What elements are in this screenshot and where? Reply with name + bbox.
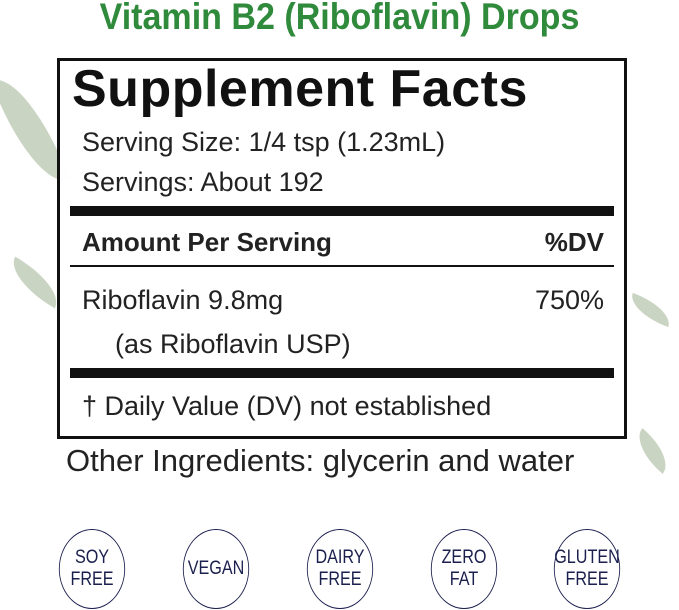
page-title: Vitamin B2 (Riboflavin) Drops [99, 0, 580, 37]
dv-header: %DV [544, 227, 604, 257]
leaf-decoration [628, 428, 677, 474]
ingredient-dv: 750% [534, 285, 604, 315]
servings-per-container: Servings: About 192 [82, 167, 324, 197]
badge-line: SOY [74, 547, 110, 568]
footnote: † Daily Value (DV) not established [82, 391, 492, 421]
badge-line: FAT [449, 569, 479, 590]
badge-soy-free: SOY FREE [58, 529, 126, 609]
badge-line: VEGAN [187, 558, 245, 579]
ingredient-source: (as Riboflavin USP) [115, 329, 351, 359]
badge-dairy-free: DAIRY FREE [306, 529, 374, 609]
amount-per-serving-header: Amount Per Serving [82, 227, 332, 257]
serving-size: Serving Size: 1/4 tsp (1.23mL) [82, 127, 446, 157]
leaf-decoration [625, 292, 676, 328]
supplement-facts-panel: Supplement Facts Serving Size: 1/4 tsp (… [57, 58, 627, 439]
thick-divider [70, 368, 614, 378]
badge-line: FREE [318, 569, 362, 590]
other-ingredients: Other Ingredients: glycerin and water [66, 443, 575, 478]
ingredient-name: Riboflavin 9.8mg [82, 285, 284, 315]
badge-line: DAIRY [315, 547, 365, 568]
badge-vegan: VEGAN [182, 529, 250, 609]
thick-divider [70, 206, 614, 216]
badge-line: ZERO [441, 547, 487, 568]
facts-heading: Supplement Facts [72, 60, 528, 118]
badge-line: FREE [70, 569, 114, 590]
badge-line: GLUTEN [554, 547, 620, 568]
badge-gluten-free: GLUTEN FREE [553, 529, 621, 609]
badge-zero-fat: ZERO FAT [430, 529, 498, 609]
badge-line: FREE [565, 569, 609, 590]
thin-divider [70, 265, 614, 267]
